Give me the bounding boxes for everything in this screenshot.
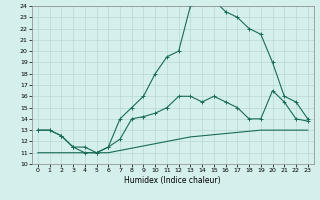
X-axis label: Humidex (Indice chaleur): Humidex (Indice chaleur) [124, 176, 221, 185]
